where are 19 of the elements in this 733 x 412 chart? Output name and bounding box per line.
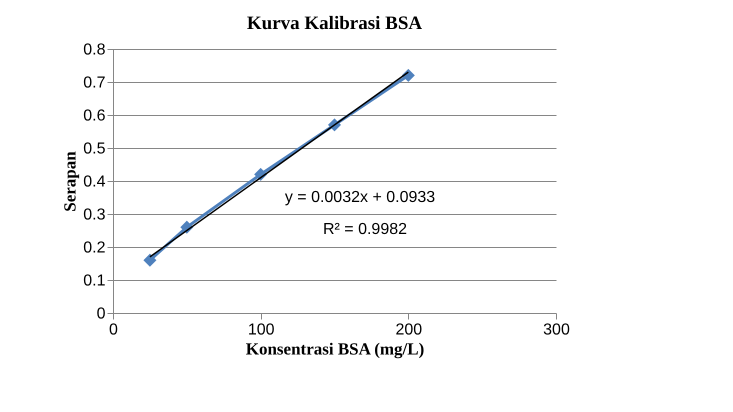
y-tick-label: 0.2	[83, 240, 106, 256]
y-tick-label: 0.6	[83, 108, 106, 124]
annotation: R² = 0.9982	[322, 221, 408, 238]
x-tick-label: 0	[109, 322, 118, 338]
x-tick-label: 300	[543, 322, 570, 338]
y-tick-label: 0.5	[83, 140, 106, 158]
y-axis-title: Serapan	[60, 150, 80, 212]
annotation: y = 0.0032x + 0.0933	[284, 189, 436, 206]
chart-title: Kurva Kalibrasi BSA	[246, 13, 422, 34]
x-axis-title: Konsentrasi BSA (mg/L)	[246, 340, 424, 358]
x-tick-label: 100	[248, 322, 275, 338]
y-tick-label: 0.7	[83, 74, 106, 92]
y-tick-label: 0	[96, 306, 106, 322]
y-tick-label: 0.1	[83, 272, 106, 290]
x-tick-label: 200	[395, 322, 422, 338]
y-tick-label: 0.4	[83, 174, 106, 190]
y-tick-label: 0.3	[83, 206, 106, 224]
y-tick-label: 0.8	[83, 42, 106, 58]
point	[143, 254, 156, 267]
